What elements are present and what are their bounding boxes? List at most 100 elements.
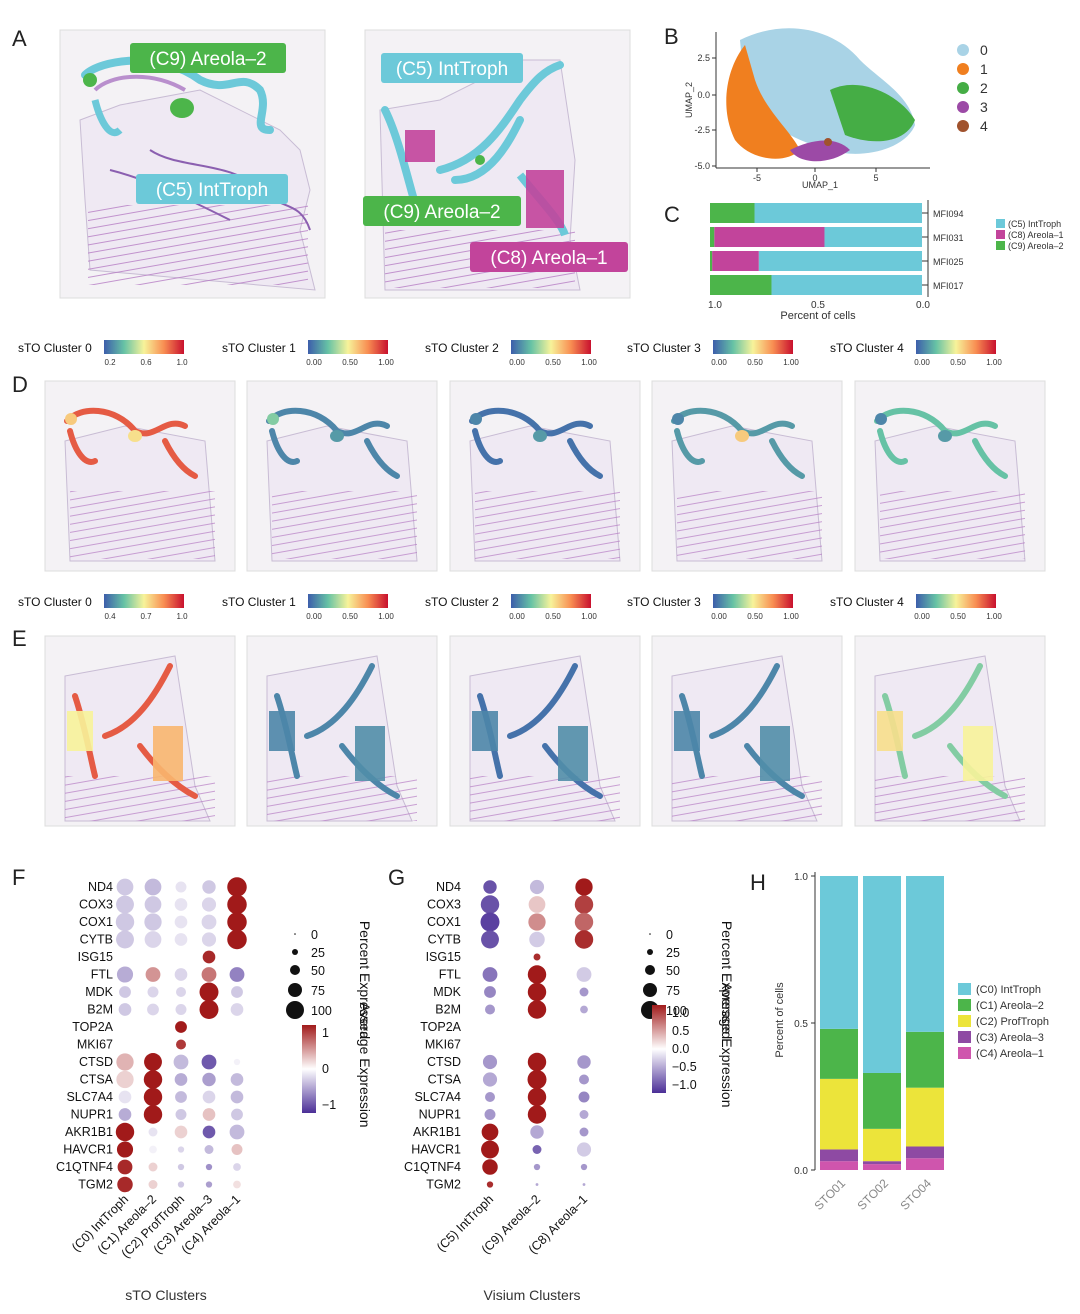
c-xtick-label: 0.0 [916,300,930,311]
gene-label: MDK [85,985,113,999]
size-legend-dot [645,965,655,975]
dot [201,914,217,930]
size-legend-dot [290,965,300,975]
spot-cluster [735,430,749,442]
dot [574,930,594,949]
dot [481,1123,499,1141]
dot [488,955,492,959]
dot [533,1163,541,1171]
spot-cluster [472,711,498,751]
panel-c-bar-chart: Percent of cells MFI094 MFI031 MFI025 MFI01… [708,200,1064,322]
dot [235,955,239,959]
dot [579,987,589,997]
dot [174,1125,188,1139]
gene-label: ND4 [436,880,461,894]
size-legend-dot [292,949,298,955]
color-legend-tick: −1.0 [672,1078,697,1092]
dot [582,1183,586,1186]
colorbar-title: sTO Cluster 3 [627,341,701,355]
colorbar-tick: 1.00 [783,358,799,367]
colorbar-tick: 1.00 [581,612,597,621]
h-bar-segment [820,876,858,1029]
dot [177,1181,185,1188]
colorbar-tick: 1.00 [378,358,394,367]
h-ytick-label: 0.0 [794,1166,808,1177]
gene-label: B2M [87,1003,113,1017]
dot [174,1073,188,1086]
dot [202,880,216,894]
c-bar-segment [712,251,759,271]
dot [144,878,162,896]
gene-label: NUPR1 [71,1108,113,1122]
colorbar-tick: 0.00 [509,612,525,621]
dot [485,1092,495,1102]
panel-label-f: F [12,865,25,890]
dot [151,1025,155,1029]
a-left-label-areola2: (C9) Areola–2 [149,49,266,70]
h-ylabel: Percent of cells [774,982,786,1058]
dot [118,1090,132,1104]
spot-cluster [533,430,547,442]
dot [119,986,131,998]
dot [231,1144,243,1155]
umap-ytick-label: -2.5 [694,125,710,135]
h-bar-segment [906,1146,944,1159]
size-legend-dot [288,983,302,997]
dot [230,1073,244,1086]
dot [582,955,586,959]
dot [147,986,159,998]
gene-label: SLC7A4 [66,1090,113,1104]
gene-label: COX1 [427,915,461,929]
gene-label: TGM2 [426,1178,461,1192]
gene-label: CYTB [428,933,461,947]
dot [527,1070,547,1089]
h-bar-segment [820,1078,858,1150]
dot [527,1052,547,1072]
c-bar-segment [714,227,825,247]
colorbar-gradient [511,340,591,354]
colorbar-gradient [308,340,388,354]
colorbar-tick: 0.50 [950,612,966,621]
dot [117,1176,133,1193]
h-category-label: STO02 [854,1176,891,1213]
colorbar-tick: 0.4 [104,612,116,621]
muscle-region [65,776,215,821]
spot-cluster [963,726,993,781]
spot-cluster [269,711,295,751]
dot [484,986,496,998]
size-legend-label: 50 [311,964,325,978]
h-bar-segment [863,876,901,1073]
dot [529,879,545,895]
panel-label-h: H [750,870,766,895]
dot [488,1025,492,1029]
dot [175,1091,187,1103]
c-bar-segment [710,203,755,223]
gene-label: TOP2A [420,1020,461,1034]
umap-legend-label: 3 [980,99,988,115]
muscle-region [267,776,417,821]
h-bar-segment [820,1161,858,1170]
dot [175,1109,187,1120]
a-right-label-areola2: (C9) Areola–2 [383,202,500,223]
dot [144,896,162,913]
dot [143,1087,163,1107]
c-legend-label: (C5) IntTroph [1008,219,1061,229]
dot [175,1021,187,1033]
panel-g-dotplot: Visium Clusters ND4 COX3 COX1 CYTB ISG15 FTL M… [404,878,735,1303]
colorbar-title: sTO Cluster 2 [425,341,499,355]
dot [579,1110,589,1119]
spot-cluster [330,430,344,442]
dot [145,967,161,982]
color-legend-title: Average Expression [357,1002,373,1127]
color-legend-tick: −0.5 [672,1060,697,1074]
gene-label: NUPR1 [419,1108,461,1122]
colorbar-tick: 0.00 [306,358,322,367]
dot [527,1000,547,1019]
dot [483,880,497,894]
dot [202,1072,216,1087]
h-legend-swatch [958,999,971,1011]
h-bar-segment [863,1072,901,1129]
dot [143,1070,163,1089]
colorbar-title: sTO Cluster 3 [627,595,701,609]
